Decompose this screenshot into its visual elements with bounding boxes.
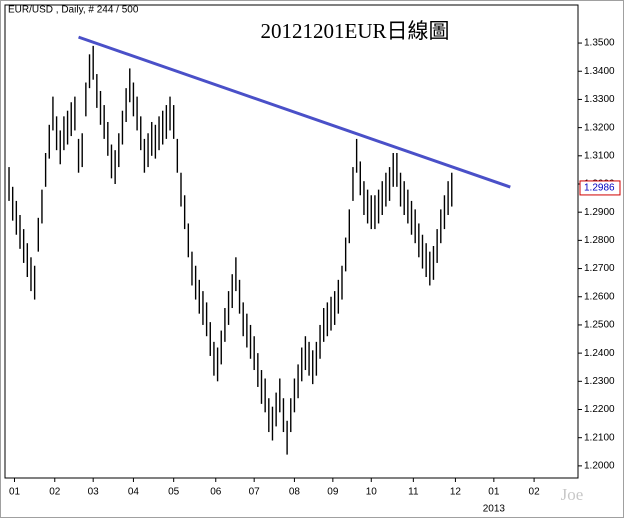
y-tick-label: 1.2100 (584, 432, 615, 443)
x-tick-label: 10 (366, 487, 378, 498)
header: EUR/USD , Daily, # 244 / 500 (8, 5, 139, 16)
y-tick-label: 1.2500 (584, 320, 615, 331)
x-tick-label: 08 (289, 487, 301, 498)
y-tick-label: 1.2800 (584, 235, 615, 246)
last-price-box (579, 180, 621, 196)
watermark: Joe (561, 485, 584, 504)
x-tick-label: 01 (9, 487, 21, 498)
y-tick-label: 1.2300 (584, 376, 615, 387)
x-tick-label: 02 (49, 487, 61, 498)
x-tick-label: 05 (168, 487, 180, 498)
y-tick-label: 1.2900 (584, 207, 615, 218)
y-tick-label: 1.2600 (584, 291, 615, 302)
plot-area (4, 4, 579, 479)
y-tick-label: 1.3400 (584, 66, 615, 77)
x-tick-label: 11 (408, 487, 419, 498)
y-tick-label: 1.3300 (584, 94, 615, 105)
y-tick-label: 1.3200 (584, 122, 615, 133)
x-tick-label: 06 (210, 487, 222, 498)
x-tick-label: 01 (488, 487, 500, 498)
last-price-label: 1.2986 (584, 183, 615, 194)
y-tick-label: 1.2700 (584, 263, 615, 274)
x-tick-label: 07 (249, 487, 261, 498)
x-tick-label: 04 (128, 487, 140, 498)
x-tick-label: 03 (88, 487, 100, 498)
x-tick-label: 09 (327, 487, 339, 498)
trend-line (78, 35, 511, 189)
y-tick-label: 1.2200 (584, 404, 615, 415)
y-tick-label: 1.2000 (584, 461, 615, 472)
x-year-label: 2013 (483, 504, 506, 515)
y-tick-label: 1.3500 (584, 38, 615, 49)
x-tick-label: 02 (529, 487, 541, 498)
y-tick-label: 1.3100 (584, 150, 615, 161)
y-tick-label: 1.2400 (584, 348, 615, 359)
chart-title: 20121201EUR日線圖 (261, 19, 450, 43)
x-tick-label: 12 (450, 487, 462, 498)
